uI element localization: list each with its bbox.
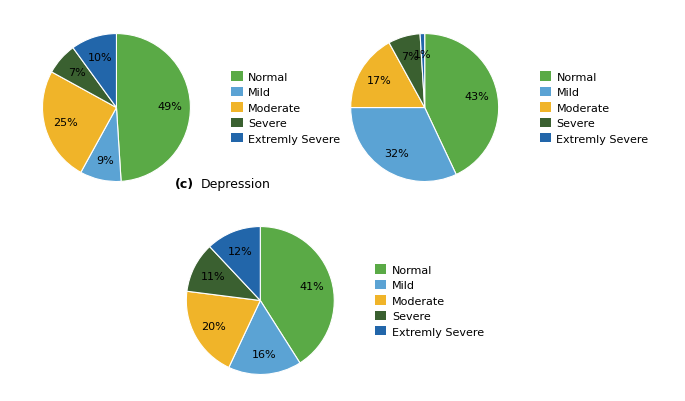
Text: Depression: Depression (201, 177, 271, 190)
Legend: Normal, Mild, Moderate, Severe, Extremly Severe: Normal, Mild, Moderate, Severe, Extremly… (538, 70, 651, 146)
Wedge shape (187, 247, 260, 301)
Wedge shape (81, 108, 121, 182)
Text: 10%: 10% (88, 53, 112, 63)
Legend: Normal, Mild, Moderate, Severe, Extremly Severe: Normal, Mild, Moderate, Severe, Extremly… (229, 70, 342, 146)
Wedge shape (186, 292, 260, 367)
Wedge shape (425, 34, 499, 175)
Legend: Normal, Mild, Moderate, Severe, Extremly Severe: Normal, Mild, Moderate, Severe, Extremly… (373, 263, 486, 339)
Text: 43%: 43% (464, 92, 489, 102)
Wedge shape (229, 301, 300, 375)
Wedge shape (420, 34, 425, 108)
Text: 41%: 41% (299, 281, 324, 291)
Text: 9%: 9% (96, 155, 114, 165)
Wedge shape (389, 34, 425, 108)
Wedge shape (260, 227, 334, 363)
Text: 20%: 20% (201, 321, 226, 331)
Text: 16%: 16% (251, 349, 276, 359)
Wedge shape (73, 34, 116, 108)
Text: 25%: 25% (53, 118, 77, 128)
Text: 11%: 11% (201, 271, 225, 282)
Wedge shape (351, 44, 425, 108)
Text: 7%: 7% (68, 68, 86, 78)
Text: 1%: 1% (414, 50, 432, 60)
Text: 32%: 32% (384, 148, 408, 158)
Text: 49%: 49% (158, 101, 182, 111)
Text: (c): (c) (175, 177, 195, 190)
Text: 17%: 17% (366, 76, 391, 86)
Wedge shape (42, 73, 116, 173)
Wedge shape (351, 108, 456, 182)
Wedge shape (51, 49, 116, 108)
Text: 12%: 12% (228, 246, 253, 256)
Text: 7%: 7% (401, 52, 419, 62)
Wedge shape (116, 34, 190, 182)
Wedge shape (210, 227, 260, 301)
